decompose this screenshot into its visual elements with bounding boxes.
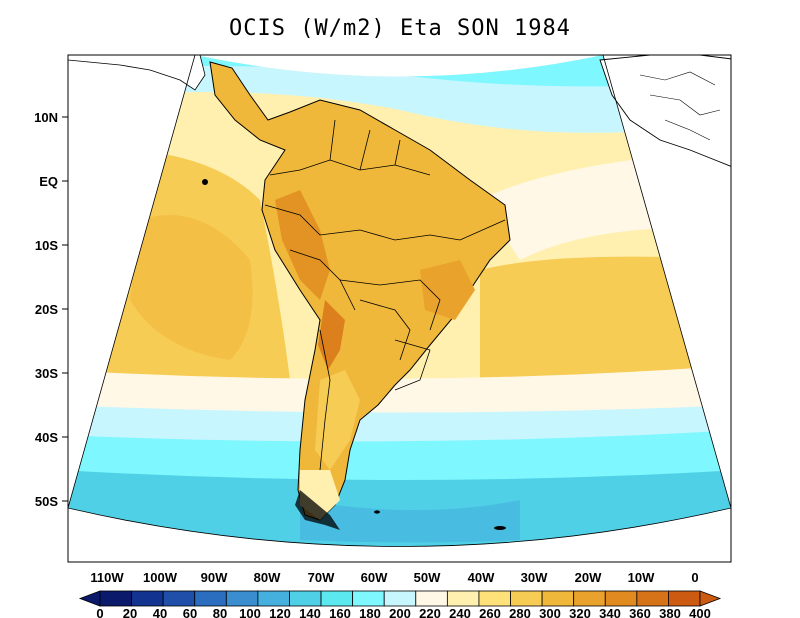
- colorbar-label: 60: [183, 606, 197, 618]
- colorbar-swatch: [636, 590, 669, 607]
- colorbar-label: 220: [419, 606, 441, 618]
- south-america-land: [209, 61, 511, 521]
- lon-label: 10W: [628, 570, 655, 585]
- lon-label: 20W: [575, 570, 602, 585]
- colorbar-label: 380: [659, 606, 681, 618]
- colorbar-label: 120: [269, 606, 291, 618]
- colorbar-label: 20: [123, 606, 137, 618]
- colorbar-label: 340: [599, 606, 621, 618]
- lon-label: 50W: [414, 570, 441, 585]
- colorbar-swatch: [478, 590, 511, 607]
- lon-label: 70W: [308, 570, 335, 585]
- lon-label: 60W: [361, 570, 388, 585]
- colorbar-swatch: [383, 590, 417, 607]
- colorbar-swatch: [415, 590, 448, 607]
- lon-label: 40W: [468, 570, 495, 585]
- colorbar-label: 260: [479, 606, 501, 618]
- colorbar-swatch: [510, 590, 543, 607]
- colorbar-swatch: [131, 590, 164, 607]
- lon-label: 100W: [143, 570, 178, 585]
- colorbar: [78, 590, 722, 607]
- lon-label: 30W: [521, 570, 548, 585]
- colorbar-swatch: [289, 590, 322, 607]
- lat-label: EQ: [39, 174, 58, 189]
- colorbar-label: 100: [239, 606, 261, 618]
- colorbar-swatch: [257, 590, 290, 607]
- colorbar-label: 160: [329, 606, 351, 618]
- colorbar-swatch: [99, 590, 132, 607]
- lat-label: 30S: [35, 366, 58, 381]
- colorbar-min-arrow: [78, 590, 101, 607]
- lat-label: 50S: [35, 494, 58, 509]
- colorbar-swatch: [573, 590, 606, 607]
- lat-label: 10S: [35, 238, 58, 253]
- colorbar-swatch: [352, 590, 385, 607]
- colorbar-swatch: [446, 590, 480, 607]
- latitude-axis: 10N EQ 10S 20S 30S 40S 50S: [34, 110, 68, 509]
- colorbar-label: 300: [539, 606, 561, 618]
- map-title: OCIS (W/m2) Eta SON 1984: [229, 16, 571, 41]
- colorbar-swatch: [541, 590, 575, 607]
- colorbar-label: 320: [569, 606, 591, 618]
- lon-label: 80W: [254, 570, 281, 585]
- colorbar-label: 180: [359, 606, 381, 618]
- colorbar-label: 0: [96, 606, 103, 618]
- colorbar-label: 240: [449, 606, 471, 618]
- lon-label: 0: [691, 570, 698, 585]
- colorbar-label: 400: [689, 606, 711, 618]
- colorbar-max-arrow: [699, 590, 722, 607]
- colorbar-swatch: [162, 590, 196, 607]
- colorbar-label: 280: [509, 606, 531, 618]
- lat-label: 20S: [35, 302, 58, 317]
- colorbar-label: 80: [213, 606, 227, 618]
- colorbar-label: 200: [389, 606, 411, 618]
- africa-outline: [599, 55, 731, 167]
- colorbar-swatch: [194, 590, 227, 607]
- colorbar-labels: 0 20 40 60 80 100 120 140 160 180 200 220 240 260 280 3…: [96, 606, 710, 618]
- lon-label: 90W: [201, 570, 228, 585]
- colorbar-label: 40: [153, 606, 167, 618]
- colorbar-label: 360: [629, 606, 651, 618]
- colorbar-swatch: [604, 590, 638, 607]
- colorbar-swatch: [668, 590, 701, 607]
- lat-label: 10N: [34, 110, 58, 125]
- lat-label: 40S: [35, 430, 58, 445]
- longitude-axis: 110W 100W 90W 80W 70W 60W 50W 40W 30W 20…: [90, 570, 698, 585]
- colorbar-swatch: [320, 590, 354, 607]
- colorbar-swatch: [225, 590, 259, 607]
- lon-label: 110W: [90, 570, 124, 585]
- colorbar-label: 140: [299, 606, 321, 618]
